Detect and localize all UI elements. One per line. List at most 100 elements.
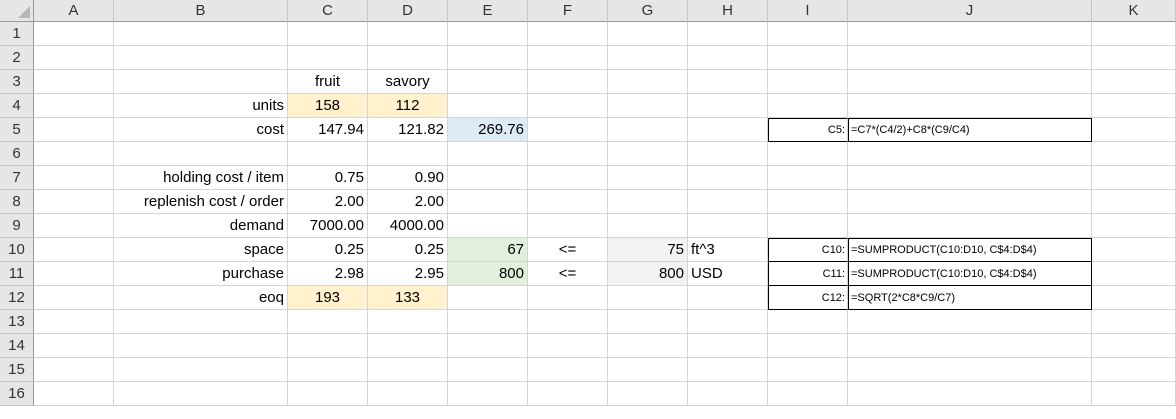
row-header-16[interactable]: 16 <box>0 382 34 406</box>
cell-k10[interactable] <box>1092 238 1176 262</box>
cell-a13[interactable] <box>34 310 114 334</box>
cell-b13[interactable] <box>114 310 288 334</box>
cell-e9[interactable] <box>448 214 528 238</box>
cell-d10[interactable]: 0.25 <box>368 238 448 262</box>
cell-j5[interactable]: =C7*(C4/2)+C8*(C9/C4) <box>848 118 1092 142</box>
cell-j10[interactable]: =SUMPRODUCT(C10:D10, C$4:D$4) <box>848 238 1092 262</box>
cell-g16[interactable] <box>608 382 688 406</box>
cell-i10[interactable]: C10: <box>768 238 848 262</box>
cell-d14[interactable] <box>368 334 448 358</box>
cell-k2[interactable] <box>1092 46 1176 70</box>
cell-e6[interactable] <box>448 142 528 166</box>
cell-b2[interactable] <box>114 46 288 70</box>
cell-a9[interactable] <box>34 214 114 238</box>
cell-h15[interactable] <box>688 358 768 382</box>
cell-i13[interactable] <box>768 310 848 334</box>
cell-b5[interactable]: cost <box>114 118 288 142</box>
cell-d9[interactable]: 4000.00 <box>368 214 448 238</box>
cell-h5[interactable] <box>688 118 768 142</box>
cell-c15[interactable] <box>288 358 368 382</box>
cell-g14[interactable] <box>608 334 688 358</box>
cell-e15[interactable] <box>448 358 528 382</box>
cell-j7[interactable] <box>848 166 1092 190</box>
cell-i3[interactable] <box>768 70 848 94</box>
cell-j15[interactable] <box>848 358 1092 382</box>
cell-e4[interactable] <box>448 94 528 118</box>
row-header-6[interactable]: 6 <box>0 142 34 166</box>
row-header-13[interactable]: 13 <box>0 310 34 334</box>
cell-e2[interactable] <box>448 46 528 70</box>
cell-j8[interactable] <box>848 190 1092 214</box>
cell-h10[interactable]: ft^3 <box>688 238 768 262</box>
cell-i16[interactable] <box>768 382 848 406</box>
cell-g1[interactable] <box>608 22 688 46</box>
cell-a7[interactable] <box>34 166 114 190</box>
row-header-4[interactable]: 4 <box>0 94 34 118</box>
cell-a2[interactable] <box>34 46 114 70</box>
cell-c8[interactable]: 2.00 <box>288 190 368 214</box>
cell-j2[interactable] <box>848 46 1092 70</box>
cell-j6[interactable] <box>848 142 1092 166</box>
cell-h13[interactable] <box>688 310 768 334</box>
row-header-15[interactable]: 15 <box>0 358 34 382</box>
cell-a4[interactable] <box>34 94 114 118</box>
row-header-10[interactable]: 10 <box>0 238 34 262</box>
cell-c6[interactable] <box>288 142 368 166</box>
column-header-i[interactable]: I <box>768 0 848 22</box>
cell-b8[interactable]: replenish cost / order <box>114 190 288 214</box>
cell-k12[interactable] <box>1092 286 1176 310</box>
cell-d5[interactable]: 121.82 <box>368 118 448 142</box>
cell-i15[interactable] <box>768 358 848 382</box>
cell-c10[interactable]: 0.25 <box>288 238 368 262</box>
cell-e16[interactable] <box>448 382 528 406</box>
cell-i6[interactable] <box>768 142 848 166</box>
cell-j4[interactable] <box>848 94 1092 118</box>
cell-k1[interactable] <box>1092 22 1176 46</box>
cell-i12[interactable]: C12: <box>768 286 848 310</box>
row-header-2[interactable]: 2 <box>0 46 34 70</box>
cell-f4[interactable] <box>528 94 608 118</box>
column-header-c[interactable]: C <box>288 0 368 22</box>
cell-d6[interactable] <box>368 142 448 166</box>
cell-h14[interactable] <box>688 334 768 358</box>
cell-g7[interactable] <box>608 166 688 190</box>
cell-f8[interactable] <box>528 190 608 214</box>
cell-f15[interactable] <box>528 358 608 382</box>
row-header-5[interactable]: 5 <box>0 118 34 142</box>
cell-c3[interactable]: fruit <box>288 70 368 94</box>
cell-c11[interactable]: 2.98 <box>288 262 368 286</box>
cell-h8[interactable] <box>688 190 768 214</box>
column-header-f[interactable]: F <box>528 0 608 22</box>
cell-b6[interactable] <box>114 142 288 166</box>
cell-i2[interactable] <box>768 46 848 70</box>
row-header-9[interactable]: 9 <box>0 214 34 238</box>
cell-e7[interactable] <box>448 166 528 190</box>
cell-k16[interactable] <box>1092 382 1176 406</box>
cell-j9[interactable] <box>848 214 1092 238</box>
cell-g5[interactable] <box>608 118 688 142</box>
cell-a11[interactable] <box>34 262 114 286</box>
cell-c5[interactable]: 147.94 <box>288 118 368 142</box>
cell-j16[interactable] <box>848 382 1092 406</box>
cell-b12[interactable]: eoq <box>114 286 288 310</box>
cell-i7[interactable] <box>768 166 848 190</box>
row-header-14[interactable]: 14 <box>0 334 34 358</box>
cell-k11[interactable] <box>1092 262 1176 286</box>
cell-g10[interactable]: 75 <box>608 238 688 262</box>
cell-a16[interactable] <box>34 382 114 406</box>
column-header-j[interactable]: J <box>848 0 1092 22</box>
cell-h2[interactable] <box>688 46 768 70</box>
cell-h6[interactable] <box>688 142 768 166</box>
cell-k8[interactable] <box>1092 190 1176 214</box>
cell-d2[interactable] <box>368 46 448 70</box>
cell-j13[interactable] <box>848 310 1092 334</box>
cell-e1[interactable] <box>448 22 528 46</box>
cell-g13[interactable] <box>608 310 688 334</box>
cell-g15[interactable] <box>608 358 688 382</box>
cell-f2[interactable] <box>528 46 608 70</box>
cell-e12[interactable] <box>448 286 528 310</box>
cell-d4[interactable]: 112 <box>368 94 448 118</box>
column-header-d[interactable]: D <box>368 0 448 22</box>
row-header-1[interactable]: 1 <box>0 22 34 46</box>
row-header-7[interactable]: 7 <box>0 166 34 190</box>
